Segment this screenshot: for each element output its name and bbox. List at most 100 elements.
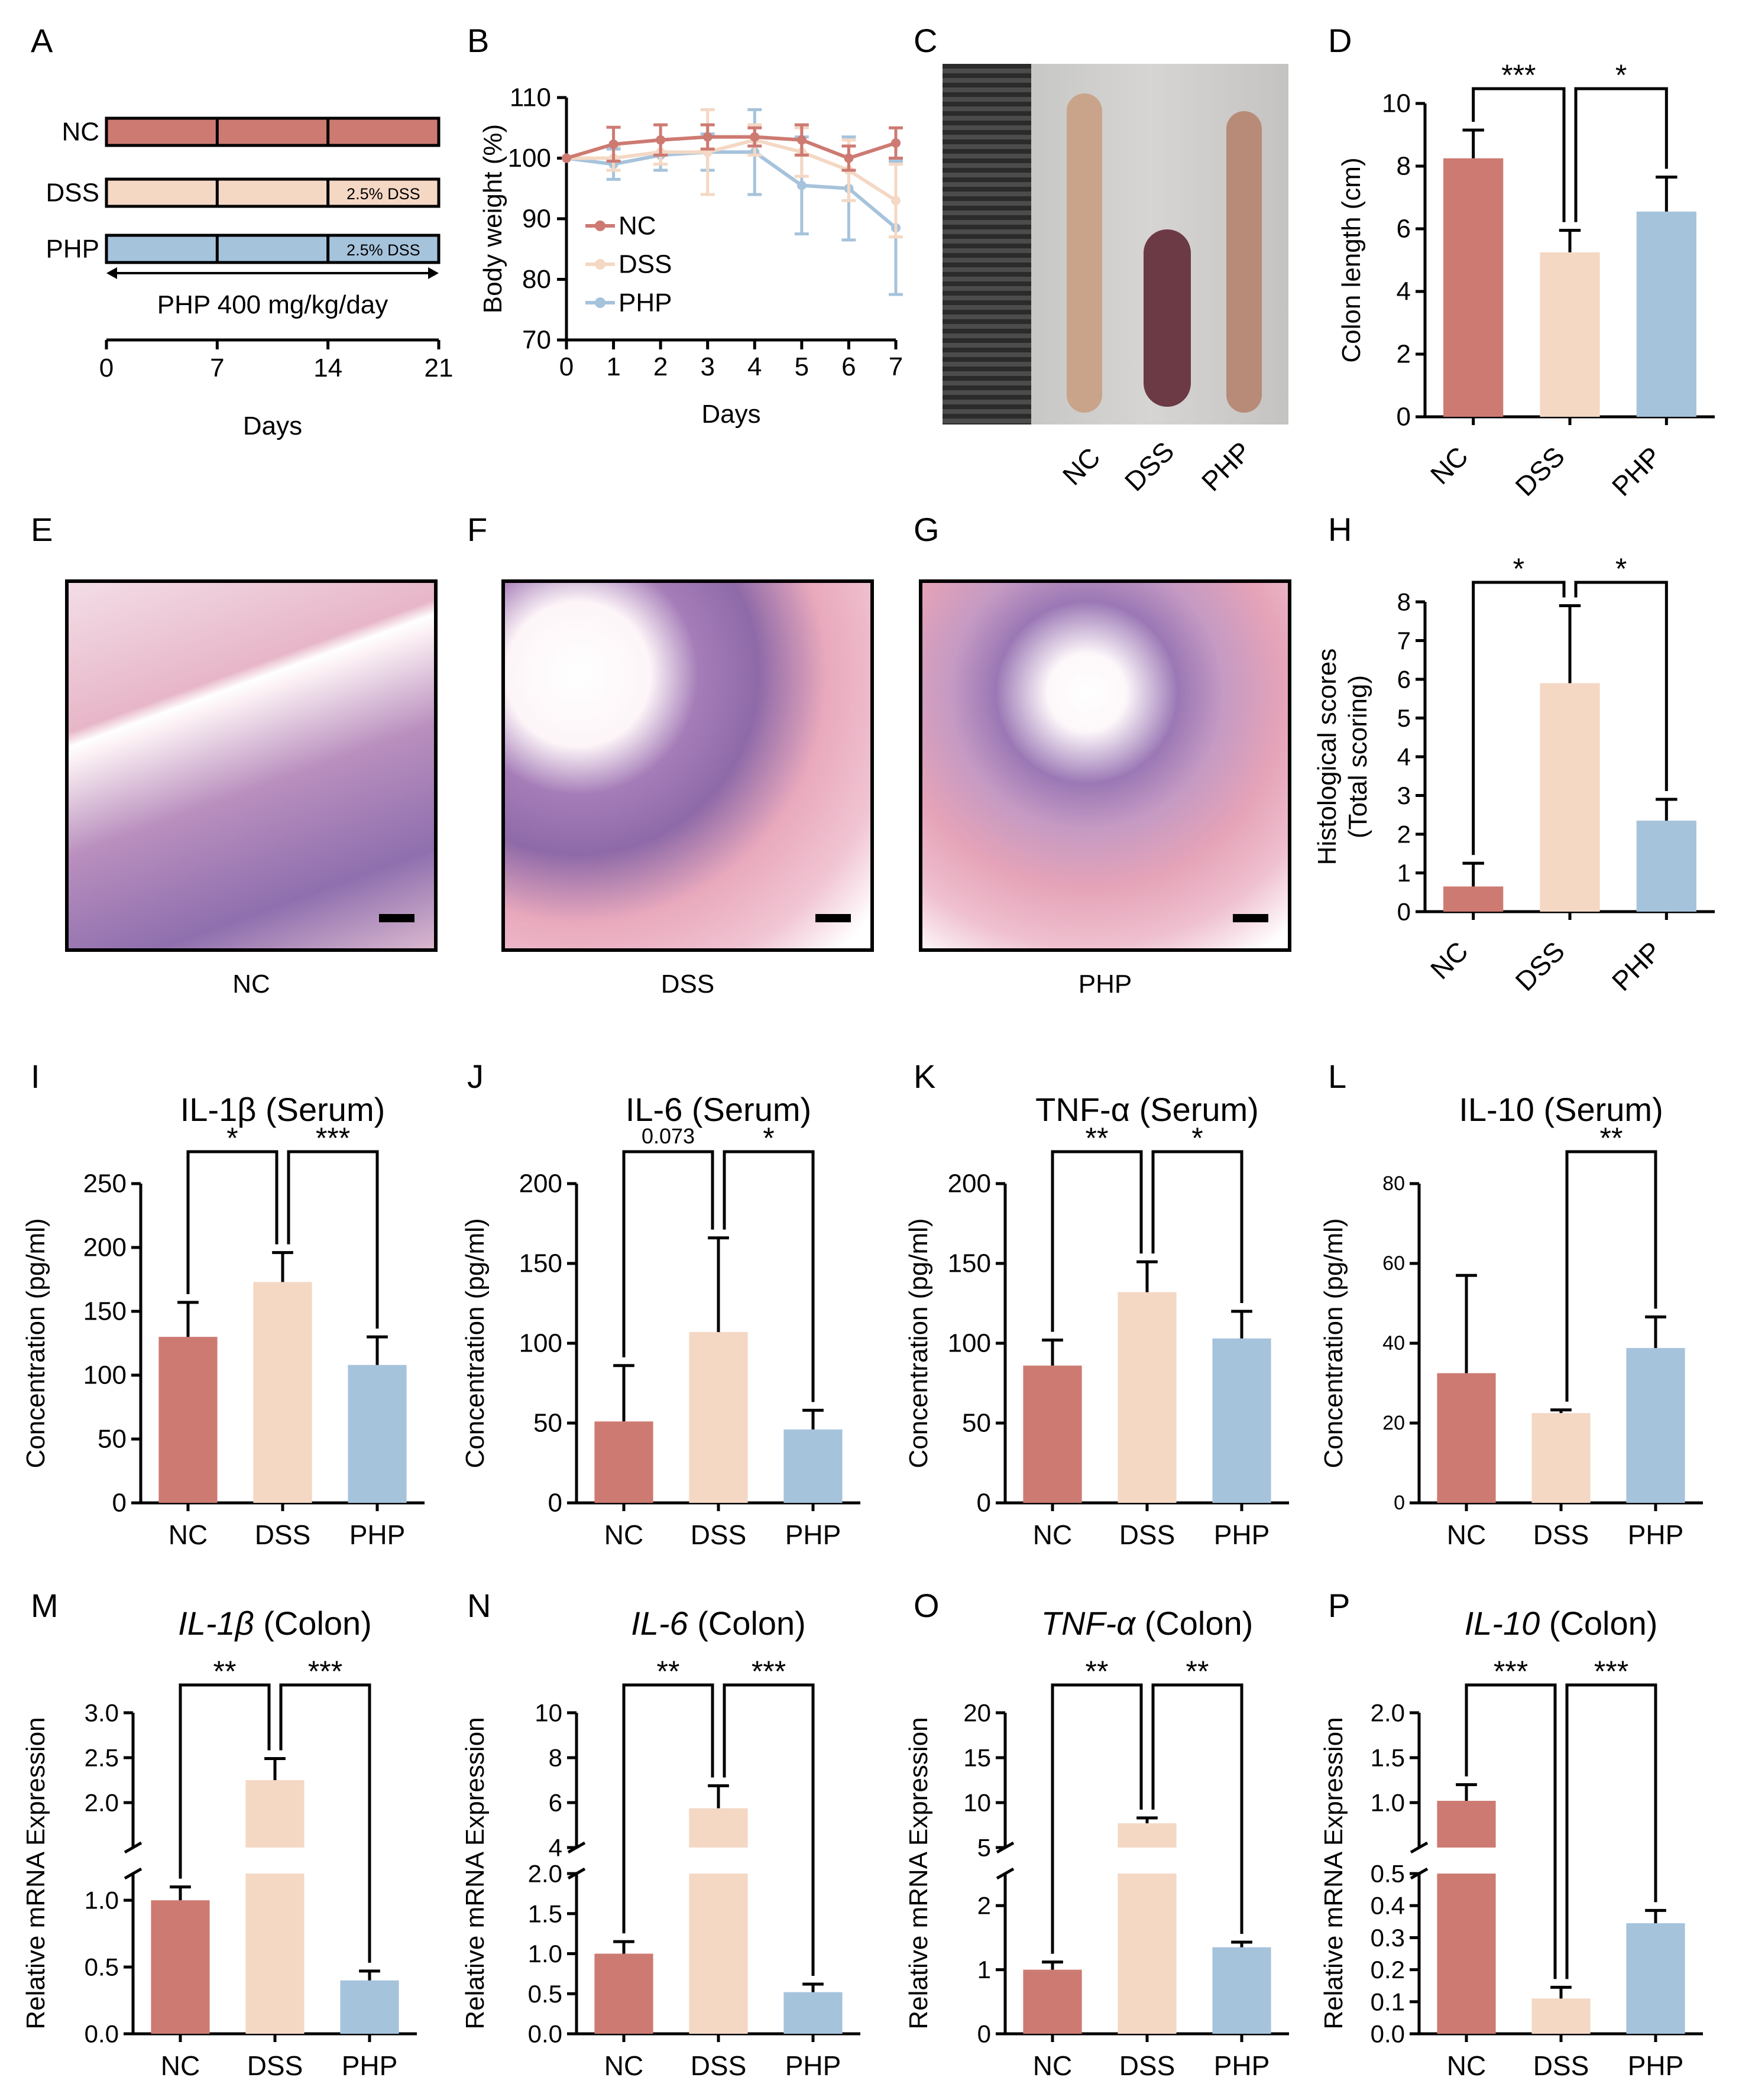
significance-bracket — [1472, 87, 1566, 222]
data-point-nc — [891, 138, 901, 148]
panel-e-label: NC — [232, 970, 270, 999]
y-tick-label: 7 — [1397, 627, 1411, 654]
legend-label: DSS — [618, 250, 672, 279]
y-tick-label: 2.0 — [528, 1860, 562, 1888]
y-axis-label-2: (Total scoring) — [1343, 675, 1372, 838]
category-label: NC — [1447, 2050, 1486, 2081]
title-gene: IL-10 — [1465, 1605, 1540, 1642]
timeline-xlabel: Days — [243, 411, 302, 440]
x-axis-label: Days — [701, 400, 760, 429]
bar-dss — [1531, 1998, 1591, 2034]
bar-php — [1626, 1348, 1685, 1503]
data-point-nc — [608, 139, 618, 149]
bar-php — [340, 1980, 399, 2034]
axis-break-mark — [124, 1841, 143, 1854]
photo-c-label: NC — [1057, 442, 1106, 491]
timeline-dss-label: 2.5% DSS — [346, 185, 420, 203]
category-label: PHP — [1628, 1519, 1684, 1550]
y-tick-label: 70 — [522, 326, 551, 355]
treatment-label: PHP 400 mg/kg/day — [157, 290, 388, 319]
x-tick-label: 0 — [559, 352, 574, 381]
y-tick-label: 6 — [1397, 215, 1411, 244]
y-tick-label: 0.5 — [85, 1953, 119, 1981]
y-axis-label: Concentration (pg/ml) — [21, 1218, 50, 1468]
significance-label: *** — [1494, 1655, 1528, 1688]
data-point-nc — [796, 135, 807, 145]
y-tick-label: 1 — [1397, 859, 1411, 887]
data-point-nc — [656, 135, 666, 145]
y-tick-label: 50 — [533, 1409, 562, 1438]
significance-label: * — [763, 1122, 774, 1155]
y-tick-label: 2.0 — [85, 1789, 119, 1817]
significance-label: * — [1513, 552, 1524, 585]
y-tick-label: 0 — [112, 1489, 127, 1518]
significance-bracket — [1574, 87, 1668, 222]
y-tick-label: 200 — [948, 1169, 991, 1198]
significance-label: 0.073 — [642, 1124, 695, 1148]
panel-letter-b: B — [467, 22, 489, 59]
category-label: NC — [1424, 440, 1474, 490]
y-tick-label: 1.5 — [528, 1900, 562, 1927]
y-tick-label: 0 — [548, 1489, 562, 1518]
timeline-tick-label: 21 — [425, 354, 454, 383]
y-tick-label: 50 — [962, 1409, 991, 1438]
title-gene: IL-6 — [631, 1605, 688, 1642]
category-label: PHP — [1606, 440, 1667, 502]
significance-label: ** — [1186, 1655, 1209, 1688]
timeline-tick-label: 14 — [313, 354, 342, 383]
y-tick-label: 6 — [549, 1789, 562, 1817]
y-tick-label: 1.0 — [1371, 1789, 1405, 1817]
y-tick-label: 0.4 — [1371, 1892, 1405, 1920]
y-tick-label: 0 — [977, 1489, 991, 1518]
significance-bracket — [723, 1150, 815, 1402]
series-line-nc — [566, 135, 896, 160]
bar-dss — [689, 1332, 748, 1503]
significance-label: *** — [308, 1655, 342, 1688]
panel-f-label: DSS — [660, 970, 715, 999]
panel-letter-j: J — [467, 1058, 484, 1095]
significance-label: *** — [752, 1655, 786, 1688]
panel-g-label: PHP — [1078, 970, 1132, 999]
y-tick-label: 0.1 — [1371, 1988, 1405, 2015]
bar-dss — [1118, 1292, 1177, 1503]
y-tick-label: 8 — [1397, 152, 1411, 181]
y-axis-label: Concentration (pg/ml) — [1319, 1218, 1348, 1468]
y-tick-label: 50 — [98, 1425, 127, 1454]
y-tick-label: 5 — [977, 1834, 991, 1862]
y-tick-label: 200 — [519, 1169, 562, 1198]
y-tick-label: 8 — [549, 1744, 562, 1772]
bar-nc — [594, 1421, 653, 1503]
panel-letter-n: N — [467, 1587, 491, 1624]
legend-marker — [595, 221, 605, 231]
y-tick-label: 150 — [83, 1297, 127, 1326]
significance-bracket — [622, 1683, 714, 1934]
significance-bracket — [1472, 581, 1566, 855]
y-tick-label: 2 — [977, 1892, 991, 1920]
title-tissue: (Colon) — [1540, 1605, 1657, 1642]
title-tissue: (Colon) — [688, 1605, 806, 1642]
y-tick-label: 250 — [83, 1169, 127, 1198]
significance-label: ** — [1086, 1655, 1109, 1688]
y-tick-label: 10 — [535, 1699, 562, 1727]
y-tick-label: 10 — [1382, 89, 1411, 118]
category-label: DSS — [1533, 2050, 1589, 2081]
significance-label: ** — [1086, 1122, 1109, 1155]
significance-bracket — [622, 1150, 714, 1357]
significance-label: * — [1615, 552, 1627, 585]
significance-bracket — [1565, 1683, 1657, 1979]
bar-dss-lower — [689, 1874, 748, 2034]
data-point-nc — [562, 153, 571, 163]
y-tick-label: 0 — [1397, 403, 1411, 432]
bar-php — [348, 1365, 407, 1503]
significance-bracket — [1151, 1683, 1243, 1934]
panel-letter-k: K — [914, 1058, 935, 1095]
significance-label: *** — [1594, 1655, 1628, 1688]
panel-f-histology-image — [501, 579, 874, 952]
significance-label: * — [1615, 59, 1627, 92]
data-point-php — [796, 180, 807, 190]
y-tick-label: 10 — [963, 1789, 991, 1817]
category-label: DSS — [691, 2050, 747, 2081]
category-label: PHP — [1214, 2050, 1270, 2081]
scale-bar — [1233, 914, 1268, 922]
y-tick-label: 15 — [963, 1744, 991, 1772]
